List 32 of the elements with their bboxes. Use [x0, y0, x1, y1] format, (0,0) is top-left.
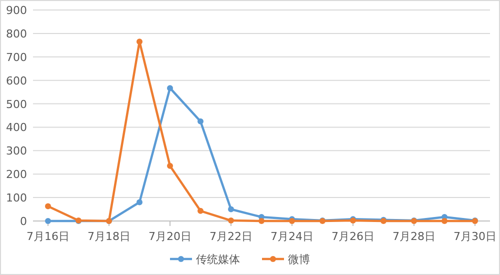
point	[228, 206, 234, 212]
y-tick-label: 800	[6, 27, 27, 40]
x-tick-label: 7月30日	[454, 230, 496, 243]
legend-label: 微博	[288, 253, 310, 266]
x-tick-label: 7月22日	[210, 230, 252, 243]
legend-label: 传统媒体	[196, 253, 240, 266]
y-tick-label: 600	[6, 74, 27, 88]
x-tick-label: 7月26日	[332, 230, 374, 243]
point	[198, 118, 204, 124]
point	[167, 85, 173, 92]
point	[228, 218, 234, 224]
point	[45, 218, 51, 224]
x-tick-label: 7月16日	[26, 230, 70, 243]
point	[198, 208, 204, 214]
y-tick-label: 700	[6, 50, 27, 64]
x-tick-label: 7月18日	[88, 230, 130, 243]
y-tick-label: 0	[20, 215, 27, 228]
y-tick-label: 300	[6, 144, 27, 158]
point	[136, 38, 142, 45]
y-tick-label: 200	[6, 168, 27, 182]
point	[167, 162, 173, 169]
y-tick-label: 500	[6, 98, 27, 111]
y-tick-label: 900	[6, 4, 27, 17]
point	[45, 203, 51, 210]
point	[136, 199, 142, 206]
y-tick-label: 100	[6, 192, 27, 205]
x-tick-label: 7月28日	[392, 230, 436, 243]
y-tick-label: 400	[6, 121, 27, 134]
point	[258, 218, 264, 224]
x-tick-label: 7月20日	[148, 230, 192, 243]
x-tick-label: 7月24日	[270, 230, 314, 243]
point	[442, 218, 448, 224]
